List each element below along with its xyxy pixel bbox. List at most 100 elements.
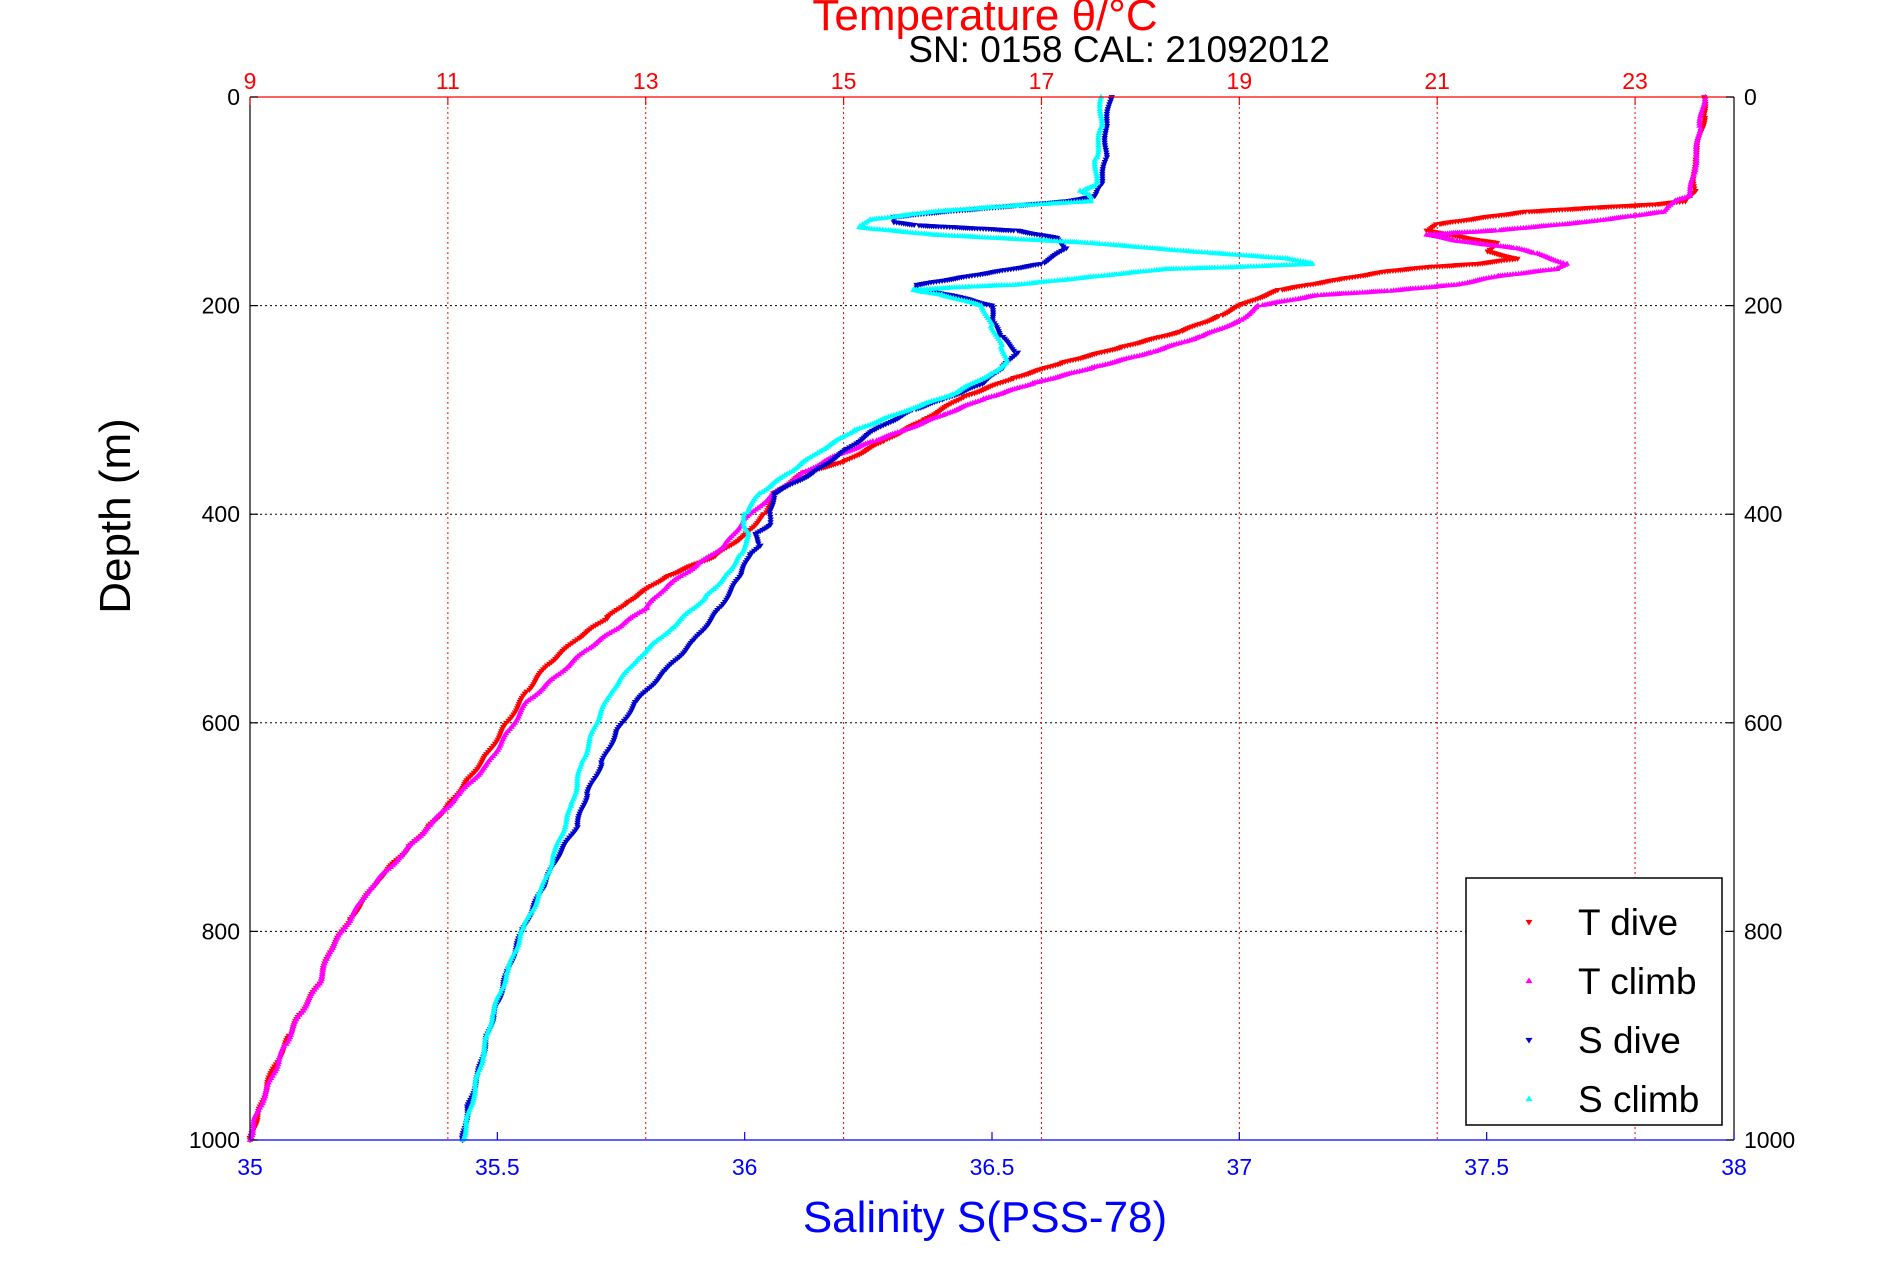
data-point	[517, 928, 525, 934]
data-point	[1095, 149, 1102, 155]
data-point	[1010, 348, 1018, 354]
temperature-tick-label: 15	[831, 68, 857, 94]
temperature-tick-label: 23	[1622, 68, 1648, 94]
data-point	[1095, 139, 1102, 145]
data-point	[1098, 115, 1105, 121]
data-point	[1693, 150, 1700, 156]
data-point	[1694, 136, 1701, 142]
data-point	[573, 784, 581, 790]
data-point	[655, 580, 662, 586]
data-point	[550, 851, 557, 857]
data-point	[472, 1076, 480, 1082]
data-point	[1687, 178, 1695, 184]
data-point	[1530, 249, 1537, 255]
data-point	[491, 1004, 498, 1010]
data-point	[1259, 301, 1266, 308]
depth-tick-label-left: 800	[202, 918, 240, 944]
temperature-tick-label: 11	[436, 68, 460, 94]
legend-marker-t-dive	[1525, 919, 1533, 926]
depth-tick-label-right: 600	[1744, 710, 1782, 736]
data-point	[738, 550, 745, 556]
data-point	[1094, 151, 1101, 157]
data-point	[1096, 103, 1103, 109]
data-point	[516, 937, 523, 943]
data-point	[1060, 244, 1067, 250]
data-point	[479, 1057, 486, 1064]
data-point	[873, 437, 880, 443]
serial-calibration-annotation: SN: 0158 CAL: 21092012	[908, 29, 1330, 70]
data-point	[471, 1088, 479, 1094]
data-point	[1095, 129, 1103, 136]
data-point	[462, 1125, 470, 1131]
data-point	[262, 1090, 269, 1096]
data-point	[506, 960, 513, 966]
data-point	[459, 1136, 466, 1142]
data-point	[1092, 165, 1099, 171]
salinity-tick-label: 35.5	[475, 1154, 520, 1180]
data-point	[261, 1093, 269, 1099]
data-point	[586, 733, 594, 739]
legend-box	[1465, 877, 1723, 1126]
data-point	[262, 1088, 270, 1094]
depth-tick-label-right: 0	[1744, 84, 1757, 110]
data-point	[505, 962, 512, 969]
data-point	[1696, 127, 1704, 133]
salinity-tick-label: 35	[237, 1154, 263, 1180]
salinity-tick-label: 37.5	[1464, 1154, 1509, 1180]
depth-tick-label-left: 200	[202, 293, 240, 319]
data-point	[767, 520, 774, 526]
data-point	[534, 895, 542, 901]
data-point	[318, 973, 326, 979]
data-point	[1096, 98, 1104, 104]
data-point	[1701, 96, 1709, 102]
data-point	[318, 975, 325, 981]
data-point	[650, 582, 657, 588]
axes	[249, 96, 1735, 1141]
data-point	[910, 223, 918, 229]
data-point	[549, 854, 557, 860]
depth-tick-label-right: 400	[1744, 501, 1782, 527]
data-point	[503, 972, 510, 978]
data-point	[1060, 247, 1068, 253]
series-t-dive	[246, 95, 1709, 1144]
data-point	[597, 620, 604, 626]
legend-marker-s-dive	[1525, 1037, 1533, 1044]
data-point	[578, 759, 586, 765]
data-point	[548, 860, 556, 867]
data-point	[549, 856, 556, 862]
data-point	[463, 1113, 471, 1119]
data-point	[584, 745, 592, 751]
data-point	[319, 969, 326, 975]
data-point	[1093, 170, 1100, 176]
data-point	[564, 812, 571, 818]
data-point	[462, 1127, 470, 1133]
data-point	[1095, 146, 1102, 152]
data-point	[319, 964, 327, 970]
depth-tick-label-left: 600	[202, 710, 240, 736]
data-point	[1096, 105, 1103, 111]
data-point	[491, 1002, 499, 1008]
data-point	[1697, 110, 1704, 116]
data-point	[743, 509, 751, 515]
data-point	[1697, 125, 1704, 131]
data-point	[517, 932, 524, 938]
data-point	[550, 849, 558, 855]
data-point	[585, 742, 592, 748]
data-point	[1091, 161, 1098, 167]
data-point	[1238, 316, 1245, 322]
legend: T dive T climb S dive S climb	[1465, 877, 1723, 1126]
data-point	[1693, 141, 1700, 147]
data-point	[319, 966, 326, 973]
data-point	[549, 858, 556, 864]
data-point	[574, 772, 581, 779]
legend-label-s-climb: S climb	[1578, 1079, 1699, 1120]
data-point	[563, 816, 570, 823]
data-point	[586, 735, 593, 741]
temperature-tick-label: 9	[244, 68, 257, 94]
depth-tick-label-left: 0	[227, 84, 240, 110]
legend-label-s-dive: S dive	[1578, 1020, 1681, 1061]
data-point	[489, 1013, 496, 1020]
data-point	[743, 538, 750, 544]
data-point	[473, 1074, 480, 1080]
